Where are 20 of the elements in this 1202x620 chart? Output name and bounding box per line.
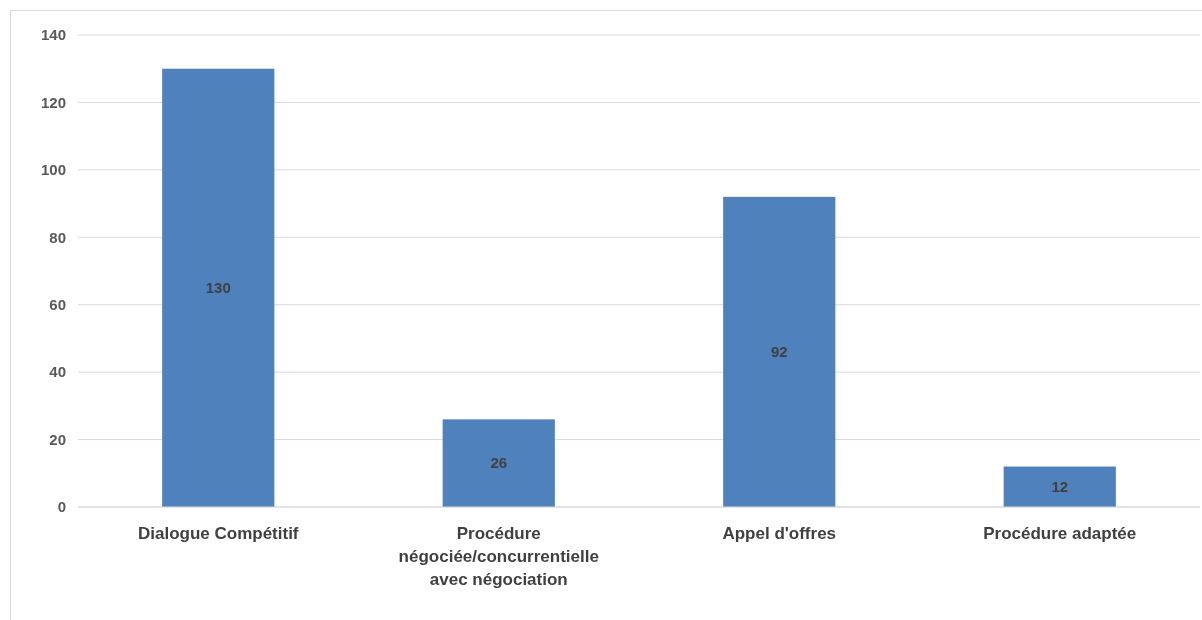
bar [442, 419, 555, 507]
y-tick-label: 0 [57, 498, 66, 516]
y-tick-label: 100 [40, 161, 66, 179]
x-tick-label: Appel d'offres [722, 524, 837, 543]
bar [723, 196, 836, 507]
data-label: 92 [770, 343, 788, 361]
bar [162, 68, 275, 507]
x-tick-label: Procédure négociée/concurrentielle avec négociation [398, 524, 599, 589]
y-tick-label: 80 [49, 228, 66, 246]
data-label: 12 [1051, 478, 1069, 496]
bar [1003, 466, 1116, 507]
y-tick-label: 140 [40, 26, 66, 44]
y-tick-label: 120 [40, 93, 66, 111]
data-label: 26 [490, 454, 508, 472]
y-tick-label: 20 [49, 430, 66, 448]
x-tick-label: Dialogue Compétitif [137, 524, 299, 543]
x-tick-label: Procédure adaptée [983, 524, 1137, 543]
y-tick-label: 60 [49, 295, 66, 313]
data-label: 130 [205, 279, 231, 297]
y-tick-label: 40 [49, 363, 66, 381]
